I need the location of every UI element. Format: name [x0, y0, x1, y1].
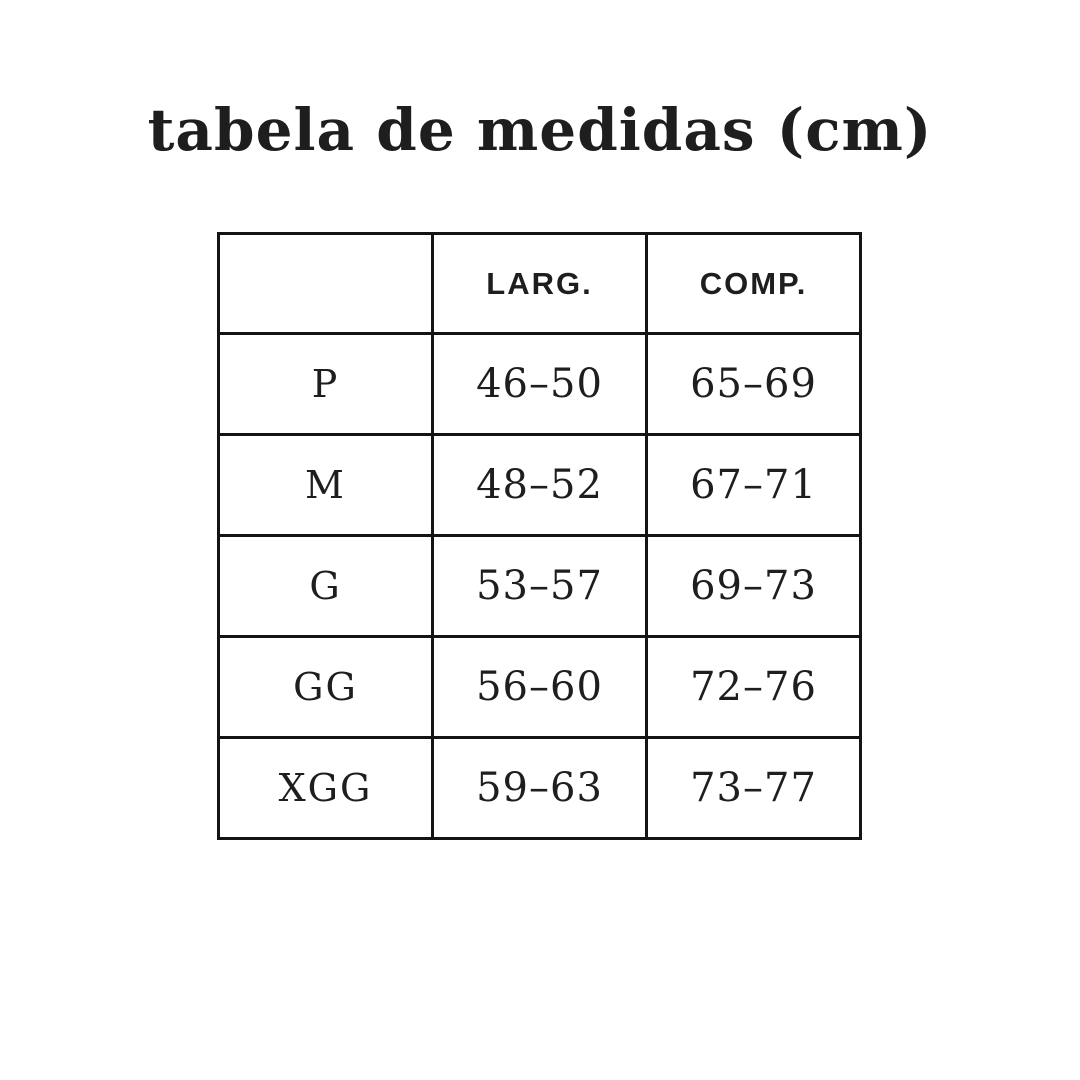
size-label: XGG: [217, 736, 434, 840]
size-label: P: [217, 332, 434, 436]
header-row: LARG. COMP.: [217, 232, 862, 335]
width-value: 48–52: [431, 433, 648, 537]
width-column-header: LARG.: [431, 232, 648, 335]
table-row: XGG 59–63 73–77: [217, 736, 862, 840]
size-label: M: [217, 433, 434, 537]
length-column-header: COMP.: [645, 232, 862, 335]
length-value: 67–71: [645, 433, 862, 537]
width-value: 46–50: [431, 332, 648, 436]
size-label: G: [217, 534, 434, 638]
size-chart-header: LARG. COMP.: [217, 232, 862, 335]
size-chart-table: LARG. COMP. P 46–50 65–69 M 48–52 67–71 …: [217, 232, 862, 840]
width-value: 56–60: [431, 635, 648, 739]
length-value: 72–76: [645, 635, 862, 739]
table-row: M 48–52 67–71: [217, 433, 862, 537]
size-chart-body: P 46–50 65–69 M 48–52 67–71 G 53–57 69–7…: [217, 332, 862, 840]
length-value: 65–69: [645, 332, 862, 436]
length-value: 69–73: [645, 534, 862, 638]
length-value: 73–77: [645, 736, 862, 840]
width-value: 53–57: [431, 534, 648, 638]
table-row: GG 56–60 72–76: [217, 635, 862, 739]
table-row: G 53–57 69–73: [217, 534, 862, 638]
size-label: GG: [217, 635, 434, 739]
size-column-header: [217, 232, 434, 335]
width-value: 59–63: [431, 736, 648, 840]
table-row: P 46–50 65–69: [217, 332, 862, 436]
page-title: tabela de medidas (cm): [147, 96, 933, 164]
